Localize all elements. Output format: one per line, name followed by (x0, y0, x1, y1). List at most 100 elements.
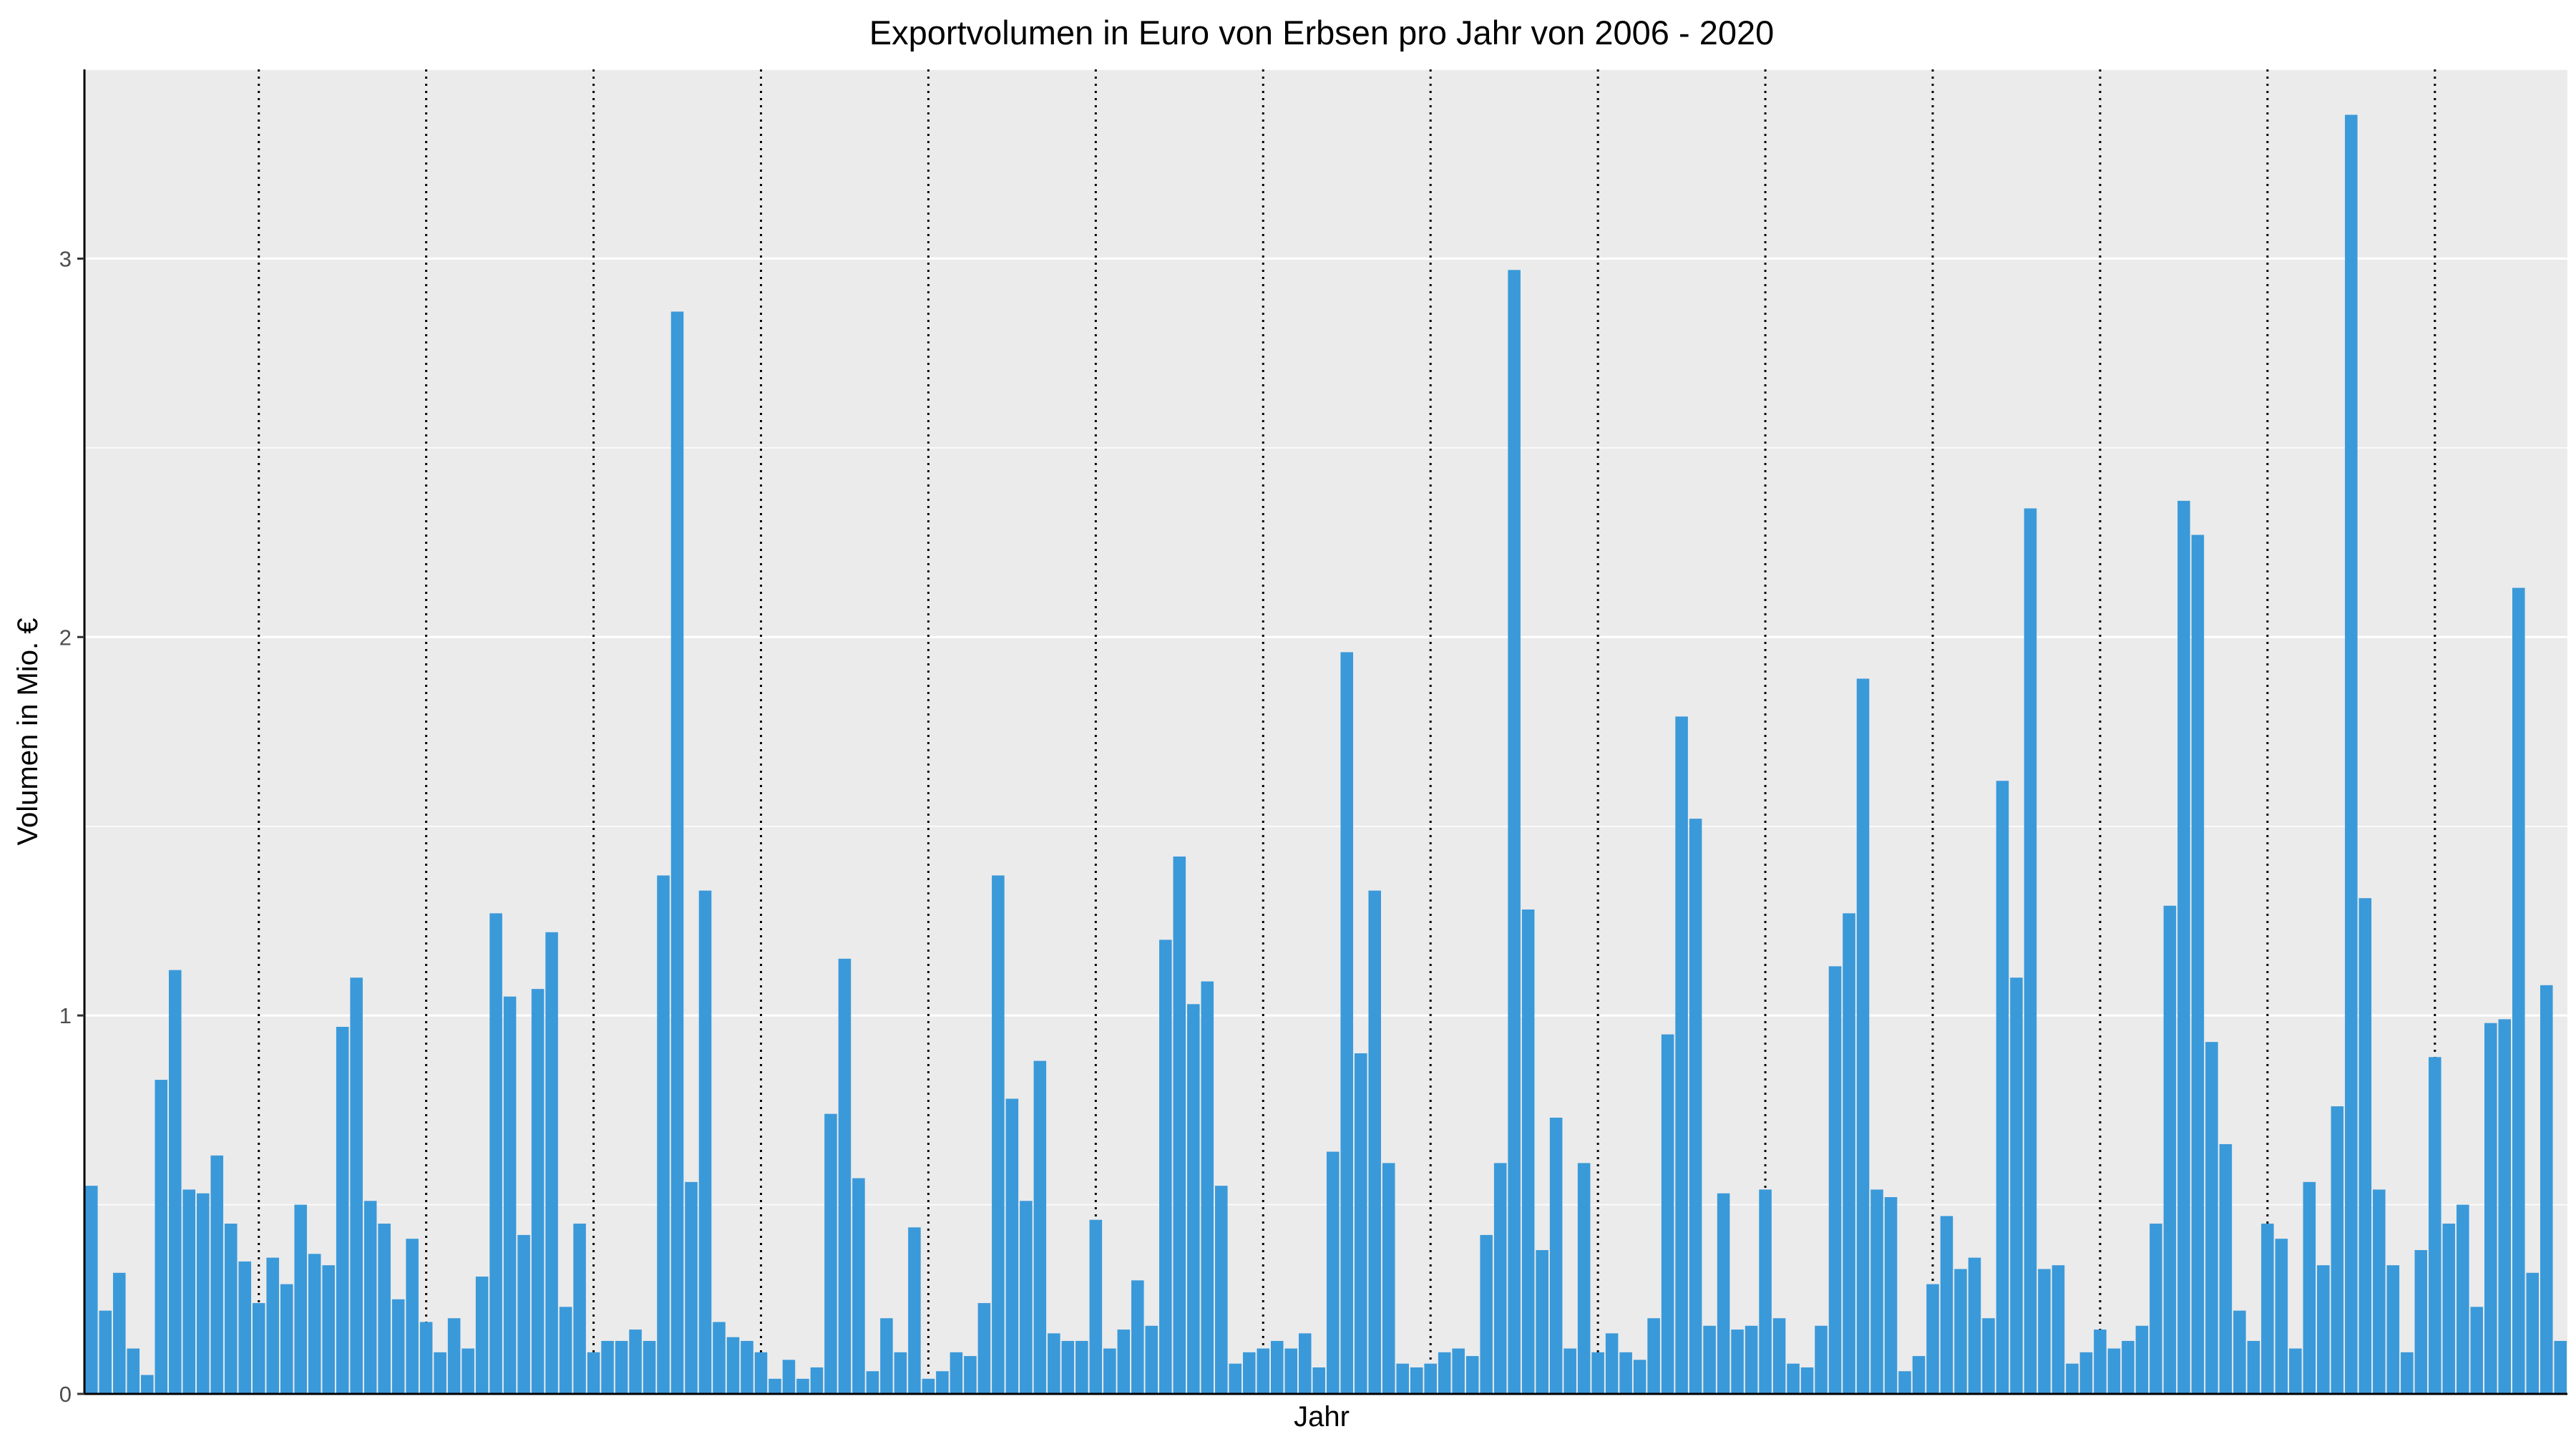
bar (1800, 1367, 1814, 1394)
bar (2177, 500, 2190, 1394)
bar (2079, 1352, 2093, 1394)
bar (391, 1299, 405, 1394)
bar (84, 1186, 98, 1394)
bar (224, 1224, 238, 1394)
bar (2122, 1340, 2135, 1394)
bar (2233, 1310, 2246, 1394)
bar (880, 1318, 893, 1394)
bar (489, 913, 502, 1394)
bar (726, 1337, 740, 1394)
bar (322, 1265, 335, 1394)
bar (1438, 1352, 1451, 1394)
bar (1870, 1189, 1883, 1394)
bar (2401, 1352, 2414, 1394)
bar (2150, 1224, 2162, 1394)
bar (1173, 857, 1186, 1394)
bar (1410, 1367, 1423, 1394)
bar (1633, 1360, 1646, 1394)
bar (852, 1178, 865, 1394)
bar (1396, 1363, 1409, 1394)
bar (1326, 1151, 1340, 1394)
bar (1815, 1325, 1828, 1394)
bar (1759, 1189, 1772, 1394)
bar (2457, 1204, 2469, 1394)
bar (782, 1360, 796, 1394)
bar (1508, 270, 1521, 1394)
bar (1745, 1325, 1758, 1394)
bar (112, 1272, 126, 1394)
bar (406, 1239, 419, 1394)
bar (1020, 1201, 1033, 1394)
bar (2540, 985, 2553, 1394)
y-ticks: 0 1 2 3 (59, 246, 84, 1407)
bar (1647, 1318, 1660, 1394)
bar (615, 1340, 628, 1394)
bar (1912, 1356, 1926, 1394)
bar (1563, 1348, 1576, 1394)
bar (1201, 981, 1214, 1394)
y-tick-label: 3 (59, 246, 72, 271)
bar (252, 1303, 265, 1394)
bar (1340, 652, 1354, 1395)
bar (378, 1224, 391, 1394)
bar (810, 1367, 824, 1394)
bar (2345, 114, 2358, 1394)
bar (2498, 1019, 2512, 1394)
bar (685, 1181, 698, 1394)
bar (2094, 1330, 2107, 1394)
bar (1940, 1216, 1953, 1394)
bar (1898, 1371, 1911, 1394)
bar (950, 1352, 963, 1394)
bar (796, 1378, 809, 1394)
bar (1982, 1318, 1995, 1394)
bar (210, 1155, 223, 1394)
bar (1843, 913, 1855, 1394)
bar (1619, 1352, 1632, 1394)
bar (266, 1257, 279, 1394)
bar (657, 875, 670, 1394)
bar (475, 1277, 489, 1394)
bar (643, 1340, 656, 1394)
bar (713, 1322, 726, 1394)
bar (1131, 1280, 1144, 1394)
bar (2163, 905, 2177, 1394)
bar (1521, 909, 1535, 1394)
bar (573, 1224, 586, 1394)
bar (1661, 1034, 1674, 1394)
bar (2429, 1057, 2441, 1394)
bar (517, 1234, 530, 1394)
bar (1354, 1053, 1367, 1394)
bar (2373, 1189, 2386, 1394)
axes (83, 69, 2567, 1395)
bar (2247, 1340, 2260, 1394)
bar (1257, 1348, 1270, 1394)
bar (503, 996, 517, 1394)
bar (364, 1201, 377, 1394)
bar (99, 1310, 112, 1394)
bar (2219, 1143, 2233, 1394)
bar (350, 977, 363, 1394)
bar (1187, 1004, 1200, 1394)
bar (2303, 1181, 2316, 1394)
x-axis-title: Jahr (1294, 1401, 1350, 1433)
bar (922, 1378, 935, 1394)
bar (1284, 1348, 1298, 1394)
bar (1229, 1363, 1242, 1394)
bar (280, 1284, 293, 1394)
bar (2358, 898, 2372, 1394)
bar (2261, 1224, 2274, 1394)
bar (168, 970, 182, 1394)
bar (2066, 1363, 2079, 1394)
bar (2386, 1265, 2400, 1394)
bar (1717, 1193, 1730, 1394)
bar (294, 1204, 307, 1394)
bar (127, 1348, 140, 1394)
bar (1689, 819, 1702, 1394)
bar (1731, 1330, 1744, 1394)
bar (1465, 1356, 1479, 1394)
bar (308, 1254, 321, 1394)
bar (866, 1371, 879, 1394)
bar (1215, 1186, 1228, 1394)
